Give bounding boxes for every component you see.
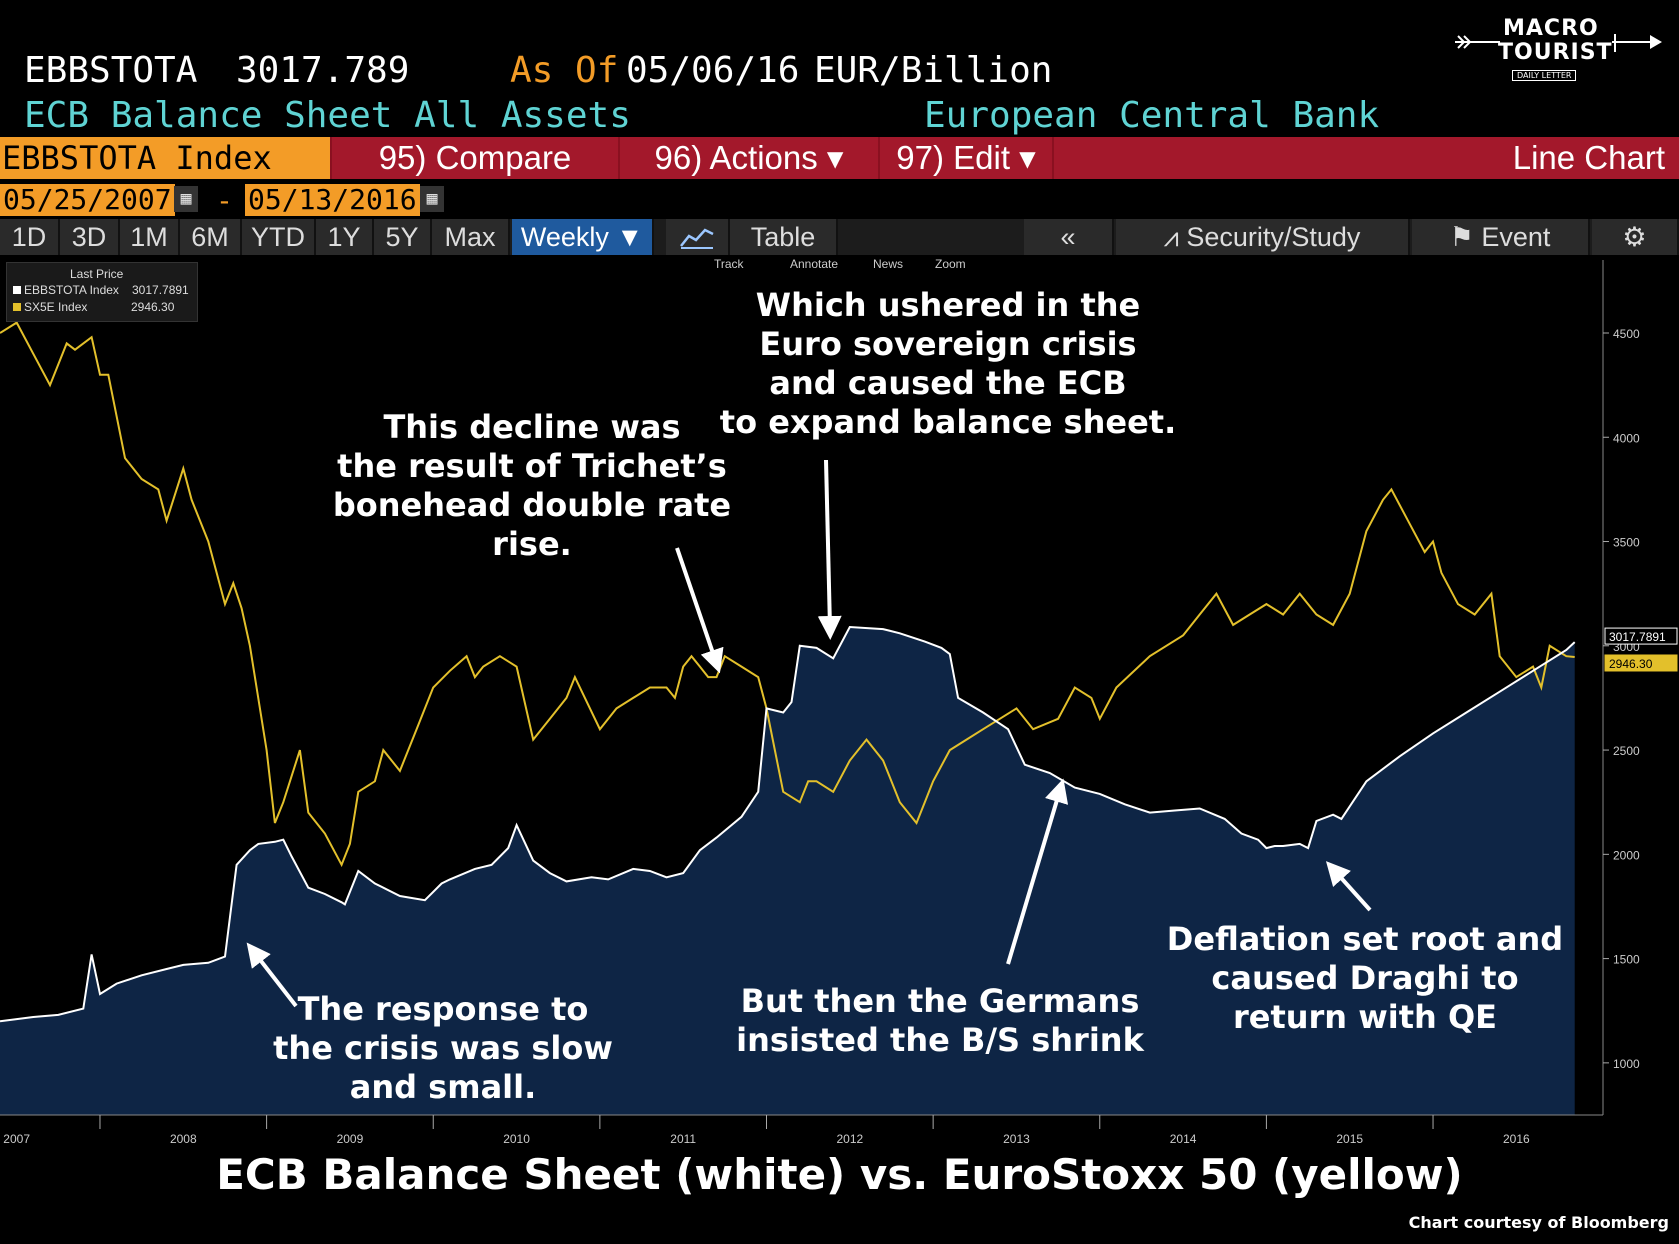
- y-tick-label: 2500: [1613, 744, 1640, 758]
- logo-line-3: DAILY LETTER: [1512, 70, 1577, 81]
- calendar-icon[interactable]: ▦: [420, 186, 444, 212]
- legend-value-sx5e: 2946.30: [131, 300, 175, 314]
- date-separator: -: [216, 184, 233, 217]
- edit-menu[interactable]: 97) Edit ▾: [880, 137, 1052, 179]
- end-date-input[interactable]: 05/13/2016: [245, 184, 420, 216]
- logo-line-1: MACRO: [1503, 16, 1599, 41]
- chart-title: ECB Balance Sheet (white) vs. EuroStoxx …: [216, 1150, 1463, 1199]
- security-study-button[interactable]: ⩘ Security/Study: [1116, 219, 1410, 255]
- last-value-label: 2946.30: [1609, 657, 1653, 671]
- period-1y[interactable]: 1Y: [316, 219, 374, 255]
- legend-title: Last Price: [70, 267, 124, 281]
- x-tick-label: 2011: [670, 1132, 696, 1146]
- flag-icon: ⚑: [1449, 222, 1482, 252]
- zoom-tool[interactable]: Zoom: [935, 257, 966, 271]
- x-tick-label: 2013: [1003, 1132, 1030, 1146]
- period-3d[interactable]: 3D: [60, 219, 120, 255]
- last-value: 3017.789: [236, 50, 410, 91]
- x-tick-label: 2014: [1170, 1132, 1197, 1146]
- ecb-line: [0, 625, 1576, 1023]
- chart-legend: Last Price EBBSTOTA Index 3017.7891 SX5E…: [6, 262, 198, 322]
- last-value-label: 3017.7891: [1609, 630, 1666, 644]
- annotation-trichet: This decline was the result of Trichet’s…: [332, 408, 732, 563]
- unit-label: EUR/Billion: [814, 50, 1053, 91]
- study-icon: ⩘: [1163, 222, 1187, 252]
- index-field[interactable]: EBBSTOTA Index: [0, 137, 330, 179]
- chart-credit: Chart courtesy of Bloomberg: [1408, 1213, 1669, 1232]
- x-tick-label: 2008: [170, 1132, 197, 1146]
- as-of-label: As Of: [510, 50, 619, 91]
- y-tick-label: 1000: [1613, 1057, 1640, 1071]
- x-tick-label: 2016: [1503, 1132, 1530, 1146]
- period-max[interactable]: Max: [432, 219, 510, 255]
- calendar-icon[interactable]: ▦: [174, 186, 198, 212]
- ticker: EBBSTOTA: [24, 50, 198, 91]
- table-button[interactable]: Table: [730, 219, 838, 255]
- y-tick-label: 3500: [1613, 536, 1640, 550]
- line-chart-icon[interactable]: [666, 219, 730, 255]
- annotation-draghi-qe: Deflation set root and caused Draghi to …: [1166, 920, 1564, 1036]
- event-button[interactable]: ⚑ Event: [1412, 219, 1590, 255]
- sx5e-line: [0, 321, 1575, 868]
- compare-button[interactable]: 95) Compare: [332, 137, 618, 179]
- chart-type-label: Line Chart: [1054, 137, 1679, 179]
- ecb-area: [0, 627, 1575, 1115]
- period-ytd[interactable]: YTD: [242, 219, 316, 255]
- period-1m[interactable]: 1M: [120, 219, 180, 255]
- period-selector-row: 1D 3D 1M 6M YTD 1Y 5Y Max Weekly ▼ Table…: [0, 219, 1679, 255]
- security-study-label: Security/Study: [1186, 222, 1361, 252]
- legend-item-sx5e: SX5E Index: [13, 300, 87, 314]
- y-tick-label: 1500: [1613, 953, 1640, 967]
- security-description-row: ECB Balance Sheet All Assets European Ce…: [24, 95, 1424, 136]
- security-source: European Central Bank: [924, 95, 1380, 136]
- start-date-input[interactable]: 05/25/2007: [0, 184, 175, 216]
- period-5y[interactable]: 5Y: [374, 219, 432, 255]
- x-tick-label: 2007: [3, 1132, 30, 1146]
- actions-menu[interactable]: 96) Actions ▾: [620, 137, 878, 179]
- logo-line-2: TOURIST: [1498, 40, 1613, 65]
- last-value-box: [1604, 627, 1678, 645]
- legend-value-ebbstota: 3017.7891: [132, 283, 189, 297]
- period-1d[interactable]: 1D: [0, 219, 60, 255]
- x-tick-label: 2009: [337, 1132, 364, 1146]
- track-tool[interactable]: Track: [714, 257, 744, 271]
- y-tick-label: 4000: [1613, 431, 1640, 445]
- period-6m[interactable]: 6M: [180, 219, 242, 255]
- x-tick-label: 2015: [1336, 1132, 1363, 1146]
- y-tick-label: 2000: [1613, 848, 1640, 862]
- legend-item-ebbstota: EBBSTOTA Index: [13, 283, 119, 297]
- security-description: ECB Balance Sheet All Assets: [24, 95, 631, 136]
- gear-icon[interactable]: ⚙: [1592, 219, 1679, 255]
- toolbar: EBBSTOTA Index 95) Compare 96) Actions ▾…: [0, 137, 1679, 179]
- back-button[interactable]: «: [1024, 219, 1114, 255]
- event-label: Event: [1481, 222, 1551, 252]
- annotation-slow-response: The response to the crisis was slow and …: [273, 990, 613, 1106]
- last-value-box: [1604, 654, 1678, 672]
- x-tick-label: 2010: [503, 1132, 530, 1146]
- frequency-dropdown[interactable]: Weekly ▼: [512, 219, 654, 255]
- macro-tourist-logo: MACRO TOURIST DAILY LETTER: [1450, 10, 1670, 90]
- annotate-tool[interactable]: Annotate: [790, 257, 839, 271]
- annotation-sovereign-crisis: Which ushered in the Euro sovereign cris…: [719, 286, 1177, 441]
- news-tool[interactable]: News: [873, 257, 904, 271]
- as-of-date: 05/06/16: [626, 50, 800, 91]
- annotation-germans: But then the Germans insisted the B/S sh…: [736, 982, 1144, 1059]
- x-tick-label: 2012: [836, 1132, 863, 1146]
- y-tick-label: 4500: [1613, 327, 1640, 341]
